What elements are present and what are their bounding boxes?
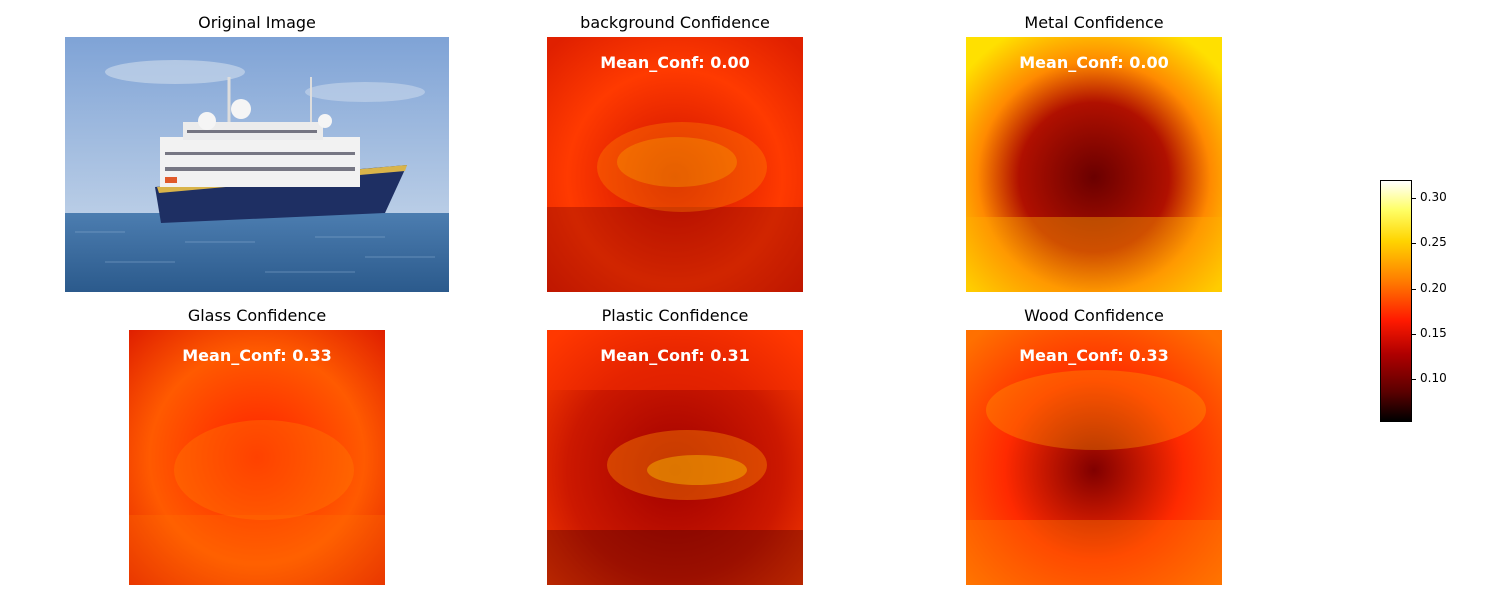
colorbar-tick-label: 0.25 xyxy=(1420,235,1447,250)
colorbar-tick-label: 0.15 xyxy=(1420,325,1447,340)
original-image xyxy=(65,37,449,292)
colorbar-tick-label: 0.20 xyxy=(1420,280,1447,295)
colorbar-tick xyxy=(1411,288,1416,290)
heatmap-image-plastic xyxy=(547,330,803,585)
colorbar-tick xyxy=(1411,333,1416,335)
ship-photo xyxy=(65,37,449,292)
heatmap-metal: Mean_Conf: 0.00 xyxy=(966,37,1222,292)
heatmap-image-background xyxy=(547,37,803,292)
colorbar xyxy=(1380,180,1412,422)
mean-conf-metal: Mean_Conf: 0.00 xyxy=(1019,53,1169,72)
panel-title-plastic: Plastic Confidence xyxy=(601,306,749,325)
panel-title-glass: Glass Confidence xyxy=(187,306,327,325)
colorbar-tick-label: 0.10 xyxy=(1420,371,1447,386)
colorbar-tick xyxy=(1411,379,1416,381)
heatmap-image-glass xyxy=(129,330,385,585)
panel-title-metal: Metal Confidence xyxy=(1024,13,1164,32)
mean-conf-background: Mean_Conf: 0.00 xyxy=(600,53,750,72)
mean-conf-glass: Mean_Conf: 0.33 xyxy=(182,346,332,365)
panel-title-wood: Wood Confidence xyxy=(1024,306,1164,325)
heatmap-image-metal xyxy=(966,37,1222,292)
heatmap-image-wood xyxy=(966,330,1222,585)
colorbar-tick xyxy=(1411,198,1416,200)
panel-title-original: Original Image xyxy=(198,13,316,32)
mean-conf-wood: Mean_Conf: 0.33 xyxy=(1019,346,1169,365)
heatmap-wood: Mean_Conf: 0.33 xyxy=(966,330,1222,585)
mean-conf-plastic: Mean_Conf: 0.31 xyxy=(600,346,750,365)
colorbar-tick xyxy=(1411,243,1416,245)
colorbar-tick-label: 0.30 xyxy=(1420,190,1447,205)
panel-title-background: background Confidence xyxy=(580,13,770,32)
heatmap-background: Mean_Conf: 0.00 xyxy=(547,37,803,292)
heatmap-plastic: Mean_Conf: 0.31 xyxy=(547,330,803,585)
heatmap-glass: Mean_Conf: 0.33 xyxy=(129,330,385,585)
